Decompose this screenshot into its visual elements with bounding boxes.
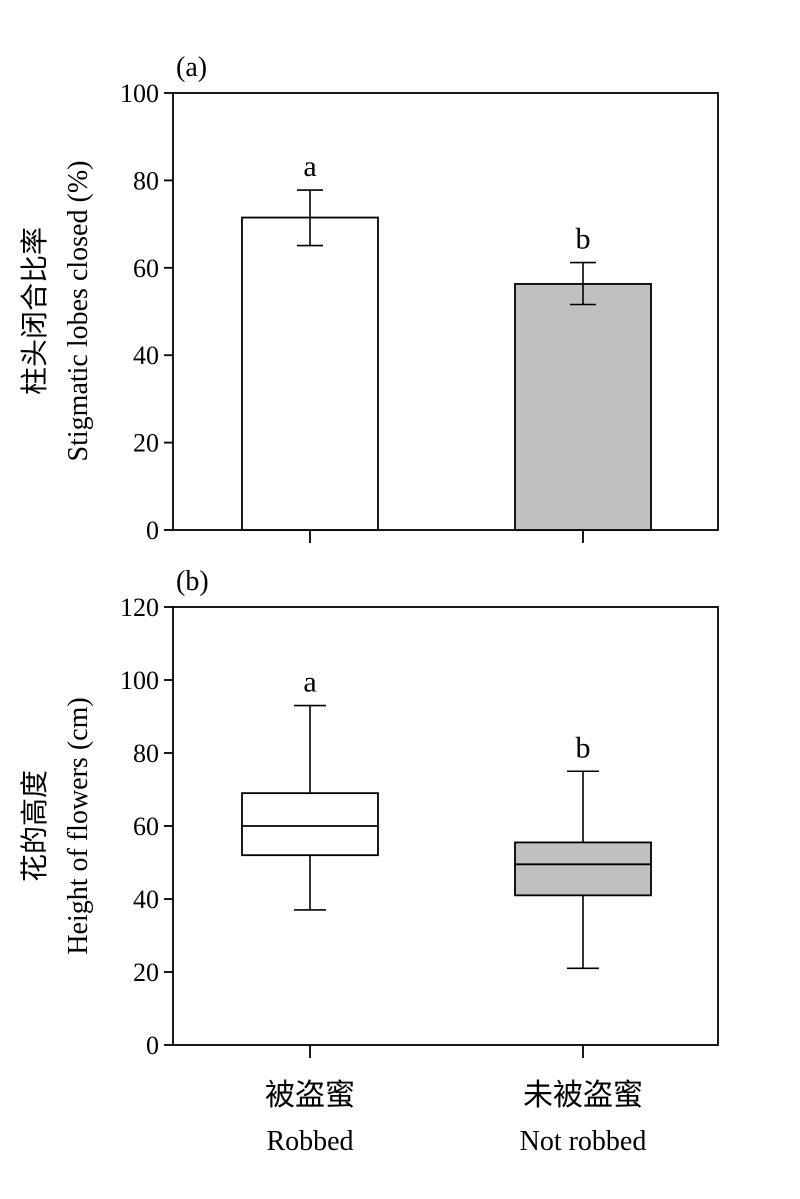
panel-b-marks: ab	[241, 666, 652, 970]
panel-b-y-tick-label: 20	[133, 958, 159, 987]
x-category-labels: 被盗蜜 Robbed 未被盗蜜 Not robbed	[265, 1079, 646, 1157]
x-category-label-zh: 未被盗蜜	[523, 1079, 643, 1112]
panel-a-ylabel: Stigmatic lobes closed (%)	[63, 161, 94, 462]
panel-b-ylabel-zh: 花的高度	[19, 770, 51, 882]
x-category-label: Not robbed	[520, 1126, 647, 1157]
panel-b-x-axis	[309, 1045, 584, 1058]
significance-letter: b	[576, 731, 591, 764]
panel-b-y-tick-label: 100	[120, 666, 159, 695]
panel-b-y-tick-label: 60	[133, 812, 159, 841]
panel-a-ylabel-zh: 柱头闭合比率	[19, 227, 51, 395]
panel-a-y-tick-label: 80	[133, 166, 159, 195]
box-not-robbed	[514, 841, 652, 897]
panel-a-x-axis	[309, 530, 584, 543]
panel-a-marks: ab	[241, 150, 652, 531]
panel-a-y-tick-label: 100	[120, 79, 159, 108]
panel-a-frame	[172, 92, 719, 531]
panel-a-label: (a)	[176, 52, 207, 83]
panel-b-y-tick-label: 40	[133, 885, 159, 914]
panel-b-label: (b)	[176, 566, 209, 597]
box-robbed	[241, 792, 379, 857]
panel-b-y-axis: 0 20 40 60 80 100 120	[120, 593, 173, 1060]
panel-b-y-tick-label: 0	[146, 1031, 159, 1060]
x-category-label-zh: 被盗蜜	[265, 1079, 355, 1112]
panel-a-y-axis: 0 20 40 60 80 100	[120, 79, 173, 545]
panel-b-y-tick-label: 120	[120, 593, 159, 622]
bar-robbed	[241, 216, 379, 531]
panel-b: (b) 花的高度 Height of flowers (cm) 0 20 40 60 8…	[19, 566, 719, 1157]
panel-b-y-tick-label: 80	[133, 739, 159, 768]
significance-letter: a	[303, 666, 316, 699]
bar-not-robbed	[514, 283, 652, 531]
x-category-label: Robbed	[266, 1126, 353, 1157]
significance-letter: b	[576, 223, 591, 256]
panel-b-ylabel: Height of flowers (cm)	[63, 697, 94, 954]
panel-a: (a) 柱头闭合比率 Stigmatic lobes closed (%) 0 2…	[19, 52, 719, 545]
significance-letter: a	[303, 150, 316, 183]
panel-a-y-tick-label: 60	[133, 254, 159, 283]
panel-a-y-tick-label: 40	[133, 341, 159, 370]
panel-a-y-tick-label: 20	[133, 429, 159, 458]
panel-a-y-tick-label: 0	[146, 516, 159, 545]
